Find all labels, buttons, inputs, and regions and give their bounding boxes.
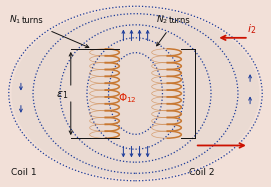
Text: turns: turns [169, 16, 191, 25]
Text: $N_1$: $N_1$ [9, 14, 21, 27]
Text: $i_2$: $i_2$ [247, 22, 257, 36]
Text: Coil 2: Coil 2 [189, 168, 215, 177]
Text: turns: turns [22, 16, 44, 25]
Text: $\varepsilon_1$: $\varepsilon_1$ [56, 89, 68, 101]
Text: $N_2$: $N_2$ [156, 14, 168, 27]
Text: Coil 1: Coil 1 [11, 168, 37, 177]
Text: $\Phi_{12}$: $\Phi_{12}$ [118, 91, 137, 105]
Ellipse shape [11, 8, 260, 179]
